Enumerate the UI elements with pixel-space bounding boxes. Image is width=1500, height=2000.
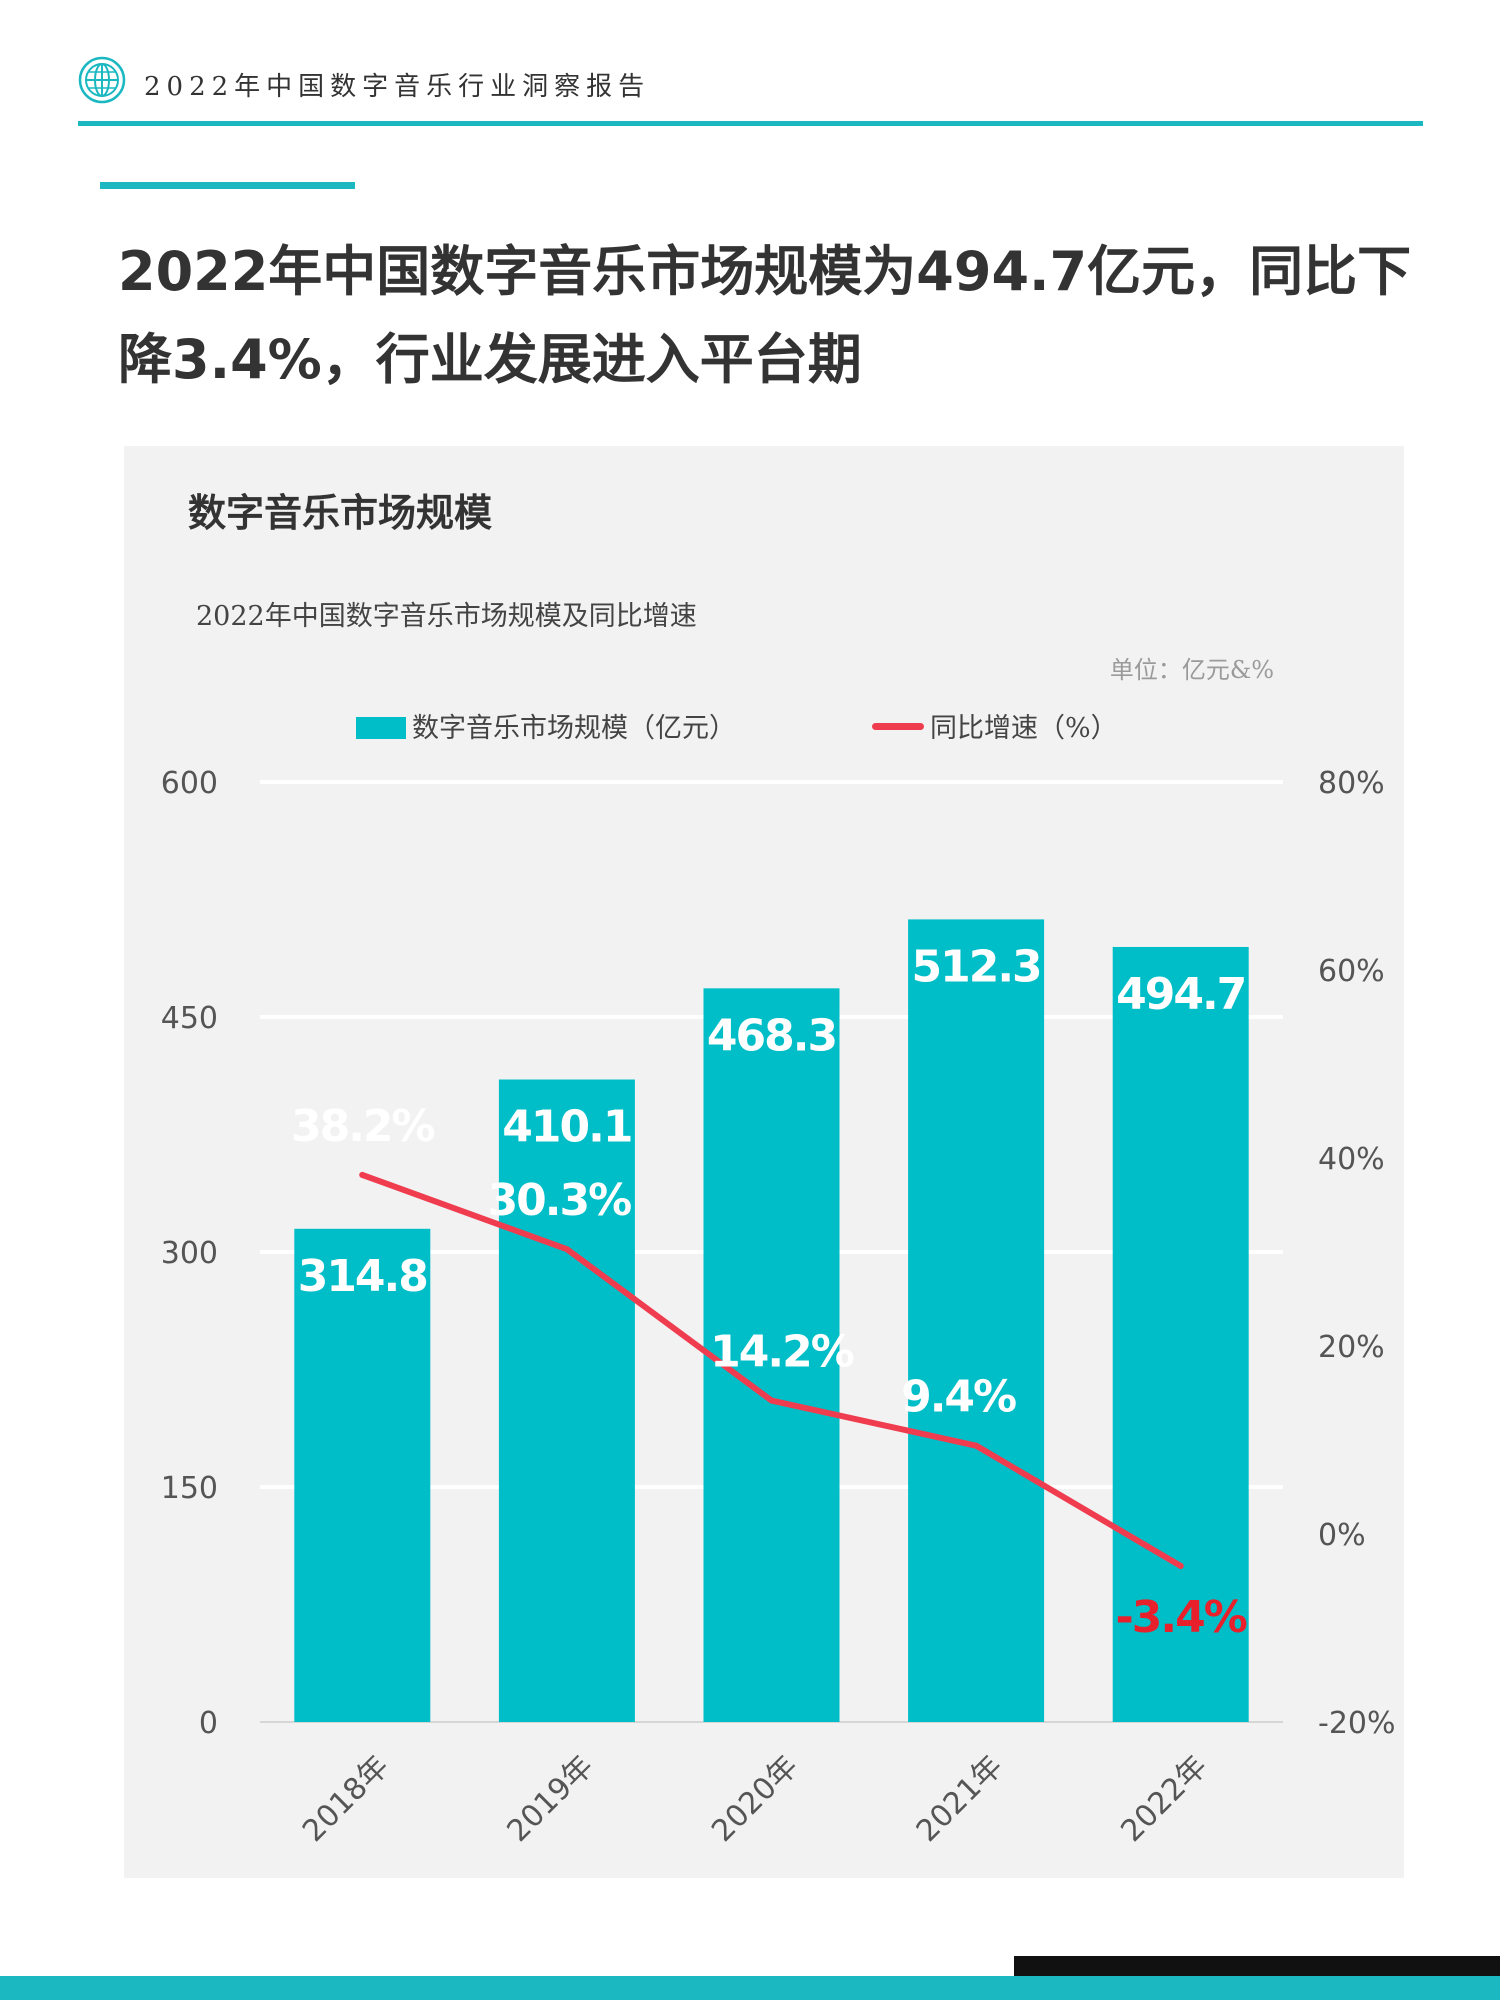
header-divider bbox=[78, 121, 1423, 126]
bar-value-label: 494.7 bbox=[1116, 969, 1245, 1020]
left-axis-tick-label: 300 bbox=[161, 1236, 218, 1271]
bar bbox=[1112, 946, 1249, 1722]
page-title-line-2: 降3.4%，行业发展进入平台期 bbox=[118, 328, 862, 391]
growth-value-label: 14.2% bbox=[710, 1327, 854, 1378]
bar-value-label: 410.1 bbox=[502, 1102, 631, 1153]
growth-value-label: 38.2% bbox=[291, 1101, 435, 1152]
legend-bar-swatch bbox=[356, 717, 406, 739]
right-axis-tick-label: 40% bbox=[1318, 1142, 1385, 1177]
category-axis-label: 2018年 bbox=[296, 1749, 396, 1849]
left-axis-tick-label: 150 bbox=[161, 1471, 218, 1506]
bar-value-label: 468.3 bbox=[707, 1010, 836, 1061]
bar bbox=[294, 1228, 431, 1722]
bar bbox=[498, 1079, 635, 1722]
legend-line-swatch bbox=[872, 723, 924, 730]
growth-point bbox=[973, 1442, 980, 1449]
category-axis-label: 2020年 bbox=[705, 1749, 805, 1849]
right-axis-tick-label: 60% bbox=[1318, 954, 1385, 989]
footer-band bbox=[0, 1976, 1500, 2000]
growth-point bbox=[359, 1171, 366, 1178]
legend-item-bar: 数字音乐市场规模（亿元） bbox=[356, 706, 736, 745]
legend-item-line: 同比增速（%） bbox=[872, 706, 1118, 745]
growth-point bbox=[563, 1246, 570, 1253]
legend-bar-label: 数字音乐市场规模（亿元） bbox=[412, 713, 736, 744]
bar-value-label: 314.8 bbox=[298, 1251, 427, 1302]
report-title: 2022年中国数字音乐行业洞察报告 bbox=[144, 72, 651, 102]
page-title: 2022年中国数字音乐市场规模为494.7亿元，同比下 降3.4%，行业发展进入… bbox=[118, 228, 1438, 404]
category-axis-label: 2021年 bbox=[910, 1749, 1010, 1849]
left-axis-tick-label: 0 bbox=[199, 1706, 218, 1741]
panel-heading: 数字音乐市场规模 bbox=[188, 491, 493, 535]
title-accent-bar bbox=[100, 182, 355, 189]
page-title-line-1: 2022年中国数字音乐市场规模为494.7亿元，同比下 bbox=[118, 240, 1412, 303]
legend-line-label: 同比增速（%） bbox=[930, 713, 1118, 744]
bar-value-label: 512.3 bbox=[912, 941, 1041, 992]
growth-value-label: 30.3% bbox=[488, 1175, 632, 1226]
growth-value-label: 9.4% bbox=[901, 1372, 1016, 1423]
category-axis-label: 2019年 bbox=[501, 1749, 601, 1849]
chart-title: 2022年中国数字音乐市场规模及同比增速 bbox=[196, 601, 697, 632]
footer-black-bar bbox=[1014, 1956, 1500, 1978]
right-axis-tick-label: 20% bbox=[1318, 1330, 1385, 1365]
bar bbox=[703, 988, 840, 1722]
globe-logo-icon bbox=[78, 56, 126, 104]
right-axis-tick-label: 0% bbox=[1318, 1518, 1366, 1553]
right-axis-tick-label: -20% bbox=[1318, 1706, 1396, 1741]
report-header: 2022年中国数字音乐行业洞察报告 bbox=[78, 56, 1423, 126]
growth-point bbox=[768, 1397, 775, 1404]
growth-point bbox=[1177, 1562, 1184, 1569]
bar bbox=[908, 919, 1045, 1722]
unit-label: 单位：亿元&% bbox=[1109, 656, 1274, 684]
right-axis-tick-label: 80% bbox=[1318, 766, 1385, 801]
left-axis-tick-label: 600 bbox=[161, 766, 218, 801]
growth-value-label: -3.4% bbox=[1116, 1592, 1247, 1643]
left-axis-tick-label: 450 bbox=[161, 1001, 218, 1036]
category-axis-label: 2022年 bbox=[1114, 1749, 1214, 1849]
